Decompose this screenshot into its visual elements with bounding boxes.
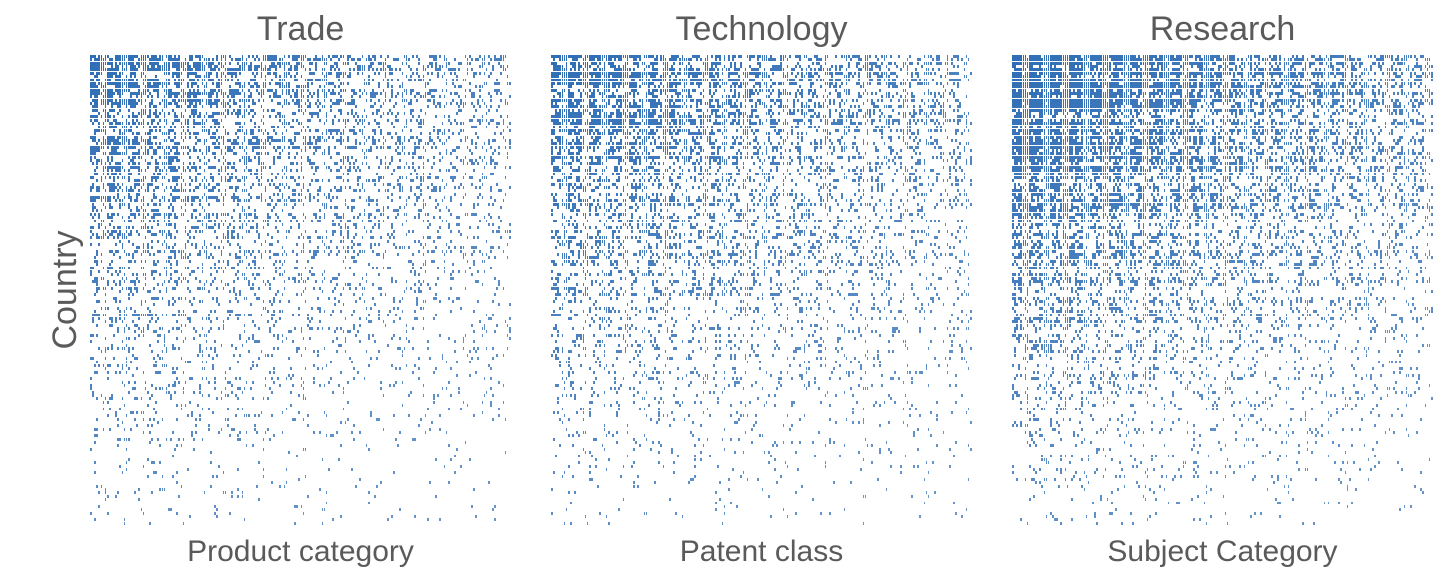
panel-xlabel: Subject Category	[1107, 535, 1337, 569]
panels-container: Trade Product category Technology Patent…	[90, 10, 1433, 569]
panel-title: Trade	[257, 10, 345, 49]
heatmap-technology	[551, 55, 972, 525]
heatmap-trade	[90, 55, 511, 525]
panel-research: Research Subject Category	[1012, 10, 1433, 569]
panel-technology: Technology Patent class	[551, 10, 972, 569]
panel-xlabel: Product category	[187, 535, 414, 569]
heatmap-research	[1012, 55, 1433, 525]
panel-title: Technology	[675, 10, 847, 49]
panel-trade: Trade Product category	[90, 10, 511, 569]
panel-xlabel: Patent class	[680, 535, 843, 569]
y-axis-label: Country	[46, 230, 85, 349]
panel-title: Research	[1150, 10, 1296, 49]
figure: Country Trade Product category Technolog…	[0, 0, 1453, 579]
